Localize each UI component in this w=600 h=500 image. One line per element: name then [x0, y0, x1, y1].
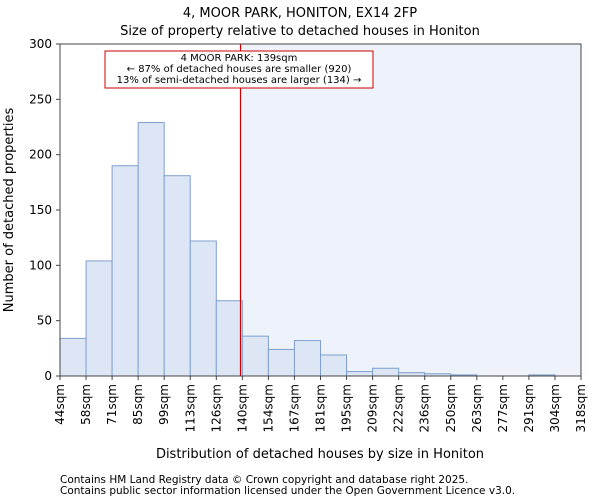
x-tick-label: 222sqm	[392, 384, 406, 432]
x-tick-label: 167sqm	[287, 384, 301, 432]
larger-region-shade	[240, 44, 581, 376]
x-tick-label: 181sqm	[314, 384, 328, 432]
annotation-line3: 13% of semi-detached houses are larger (…	[117, 75, 362, 86]
x-tick-label: 195sqm	[340, 384, 354, 432]
x-tick-label: 154sqm	[261, 384, 275, 432]
bar-99sqm	[163, 175, 191, 377]
y-tick-label: 200	[29, 148, 52, 162]
y-axis-label: Number of detached properties	[2, 108, 17, 313]
bar-58sqm	[85, 260, 113, 377]
x-tick-label: 263sqm	[470, 384, 484, 432]
bar-195sqm	[346, 371, 374, 377]
x-axis-ticks: 44sqm 58sqm 71sqm 85sqm 99sqm 113sqm 126sqm 140…	[53, 376, 588, 432]
bar-113sqm	[189, 240, 217, 377]
bars-group	[59, 122, 556, 377]
x-axis-label: Distribution of detached houses by size …	[156, 447, 484, 462]
chart-title-line1: 4, MOOR PARK, HONITON, EX14 2FP	[183, 6, 417, 21]
x-tick-label: 71sqm	[105, 384, 119, 425]
x-tick-label: 250sqm	[444, 384, 458, 432]
x-tick-label: 140sqm	[235, 384, 249, 432]
footer-line1: Contains HM Land Registry data © Crown c…	[60, 474, 468, 486]
annotation-line1: 4 MOOR PARK: 139sqm	[181, 53, 298, 64]
y-tick-label: 150	[29, 203, 52, 217]
x-tick-label: 44sqm	[53, 384, 67, 425]
bar-126sqm	[215, 300, 243, 377]
bar-44sqm	[59, 337, 87, 377]
y-tick-label: 0	[44, 369, 52, 383]
x-tick-label: 304sqm	[548, 384, 562, 432]
chart-title: Size of property relative to detached ho…	[120, 24, 480, 39]
x-tick-label: 209sqm	[366, 384, 380, 432]
x-tick-label: 99sqm	[157, 384, 171, 425]
annotation-box	[104, 50, 374, 89]
x-tick-label: 113sqm	[183, 384, 197, 432]
x-tick-label: 58sqm	[79, 384, 93, 425]
bar-140sqm	[241, 335, 269, 377]
footer-line2: Contains public sector information licen…	[60, 485, 515, 497]
bar-85sqm	[137, 122, 165, 377]
x-tick-label: 236sqm	[418, 384, 432, 432]
bar-154sqm	[267, 348, 295, 377]
y-tick-label: 100	[29, 258, 52, 272]
bar-181sqm	[320, 354, 348, 377]
bar-209sqm	[372, 367, 400, 377]
x-tick-label: 318sqm	[574, 384, 588, 432]
x-tick-label: 277sqm	[496, 384, 510, 432]
y-tick-label: 300	[29, 37, 52, 51]
y-tick-label: 50	[37, 314, 52, 328]
x-tick-label: 291sqm	[522, 384, 536, 432]
bar-71sqm	[111, 165, 139, 377]
bar-167sqm	[293, 340, 322, 377]
y-tick-label: 250	[29, 92, 52, 106]
y-axis-ticks: 0 50 100 150 200 250 300	[29, 37, 60, 383]
annotation-line2: ← 87% of detached houses are smaller (92…	[127, 64, 352, 75]
x-tick-label: 85sqm	[131, 384, 145, 425]
x-tick-label: 126sqm	[209, 384, 223, 432]
